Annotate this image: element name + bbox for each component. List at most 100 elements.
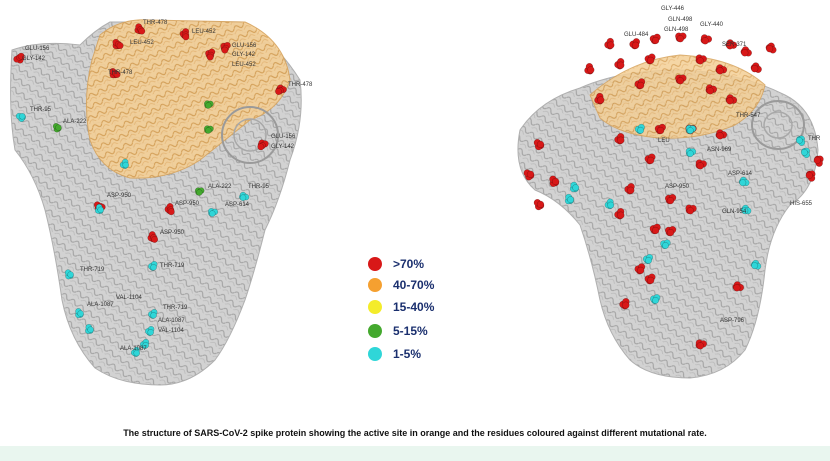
residue-sphere-red <box>632 41 640 49</box>
left-label: ALA-1087 <box>158 318 185 324</box>
residue-sphere-cyan <box>209 210 216 217</box>
left-spike-structure <box>10 19 302 386</box>
left-label: GLU-156 <box>232 43 257 49</box>
residue-sphere-cyan <box>97 206 104 214</box>
legend-swatch-15-40 <box>368 300 382 314</box>
left-label: GLY-142 <box>232 52 256 58</box>
left-label: GLY-142 <box>271 144 295 150</box>
residue-sphere-red <box>751 65 759 73</box>
right-coil-domain <box>751 100 805 150</box>
residue-sphere-cyan <box>239 194 247 201</box>
right-label: ASP-614 <box>728 171 753 177</box>
residue-sphere-red <box>716 132 724 140</box>
left-label: ASP-614 <box>225 202 250 208</box>
residue-sphere-cyan <box>800 148 808 156</box>
residue-sphere-cyan <box>741 207 749 215</box>
residue-sphere-red <box>617 211 625 219</box>
left-label: ASP-950 <box>107 193 132 199</box>
residue-sphere-red <box>221 46 229 54</box>
right-label: THR-547 <box>736 113 761 119</box>
residue-sphere-red <box>167 208 175 216</box>
left-label: GLU-156 <box>25 46 50 52</box>
residue-sphere-red <box>765 45 774 53</box>
legend-swatch-5-15 <box>368 324 382 338</box>
residue-sphere-cyan <box>147 329 154 336</box>
residue-sphere-red <box>17 52 25 60</box>
residue-sphere-red <box>617 61 625 69</box>
left-label: ALA-1087 <box>120 346 147 352</box>
residue-sphere-red <box>696 342 704 350</box>
legend-label-40-70: 40-70% <box>393 278 435 292</box>
residue-sphere-red <box>647 156 655 165</box>
left-label: THR-478 <box>108 70 133 76</box>
residue-sphere-red <box>741 49 749 57</box>
left-label: THR-719 <box>80 267 105 273</box>
right-label: ASP-950 <box>665 184 690 190</box>
residue-sphere-red <box>656 126 665 135</box>
residue-sphere-green <box>196 189 203 196</box>
residue-sphere-green <box>205 127 212 134</box>
left-label: ALA-1087 <box>87 302 114 308</box>
residue-sphere-red <box>257 143 265 151</box>
left-label: ALA-222 <box>208 184 232 190</box>
residue-sphere-cyan <box>150 264 157 271</box>
residue-sphere-red <box>706 87 714 95</box>
residue-sphere-red <box>651 36 660 45</box>
figure-caption: The structure of SARS-CoV-2 spike protei… <box>123 428 707 438</box>
residue-sphere-red <box>151 235 159 243</box>
residue-sphere-red <box>726 42 734 50</box>
residue-sphere-red <box>813 156 821 164</box>
legend-label-15-40: 15-40% <box>393 300 435 314</box>
residue-sphere-red <box>647 276 655 285</box>
left-label: LEU-452 <box>130 40 154 46</box>
legend-swatch-40-70 <box>368 278 382 292</box>
residue-sphere-red <box>651 226 660 235</box>
residue-sphere-red <box>526 170 535 178</box>
residue-sphere-red <box>206 53 214 61</box>
bottom-strip <box>0 446 830 461</box>
right-label: SER-371 <box>722 42 747 48</box>
residue-sphere-red <box>551 177 560 186</box>
left-residue-labels: THR-478 LEU-452 LEU-452 GLU-156 GLY-142 … <box>22 20 313 352</box>
right-label: THR <box>808 136 821 142</box>
left-label: LEU-452 <box>192 29 216 35</box>
right-spike-structure <box>517 54 819 379</box>
legend-swatch-gt70 <box>368 257 382 271</box>
residue-sphere-cyan <box>67 271 74 278</box>
right-label: GLY-446 <box>661 6 685 12</box>
residue-sphere-red <box>666 196 675 205</box>
right-label: GLY-440 <box>700 22 724 28</box>
legend-label-5-15: 5-15% <box>393 324 428 338</box>
right-label: LEU <box>658 138 670 144</box>
residue-sphere-red <box>696 162 704 170</box>
residue-sphere-cyan <box>686 150 694 158</box>
right-label: ASN-969 <box>707 147 732 153</box>
residue-sphere-red <box>138 27 146 35</box>
residue-sphere-red <box>617 136 625 144</box>
residue-sphere-green <box>205 102 212 109</box>
residue-sphere-cyan <box>18 113 26 120</box>
residue-sphere-red <box>536 200 545 209</box>
residue-sphere-red <box>716 67 724 75</box>
residue-sphere-red <box>536 140 545 149</box>
residue-sphere-cyan <box>662 242 669 249</box>
left-label: THR-95 <box>30 107 52 113</box>
left-coil-domain <box>221 106 279 164</box>
left-label: ASP-950 <box>175 201 200 207</box>
residue-sphere-red <box>686 207 695 215</box>
residue-sphere-red <box>113 71 121 78</box>
residue-sphere-cyan <box>87 326 94 333</box>
right-residue-labels: GLY-446 GLN-498 GLY-440 GLU-484 GLN-498 … <box>624 6 821 324</box>
residue-sphere-red <box>622 301 630 309</box>
residue-sphere-cyan <box>795 136 803 144</box>
right-cyan-residues <box>564 123 811 305</box>
residue-sphere-red <box>116 42 124 50</box>
residue-sphere-red <box>666 228 675 237</box>
residue-sphere-red <box>637 81 645 90</box>
left-coil-inner <box>233 118 267 152</box>
residue-sphere-cyan <box>133 349 140 357</box>
right-active-site-region <box>589 54 766 139</box>
residue-sphere-red <box>647 56 655 65</box>
residue-sphere-cyan <box>739 179 747 187</box>
residue-sphere-red <box>805 171 813 180</box>
